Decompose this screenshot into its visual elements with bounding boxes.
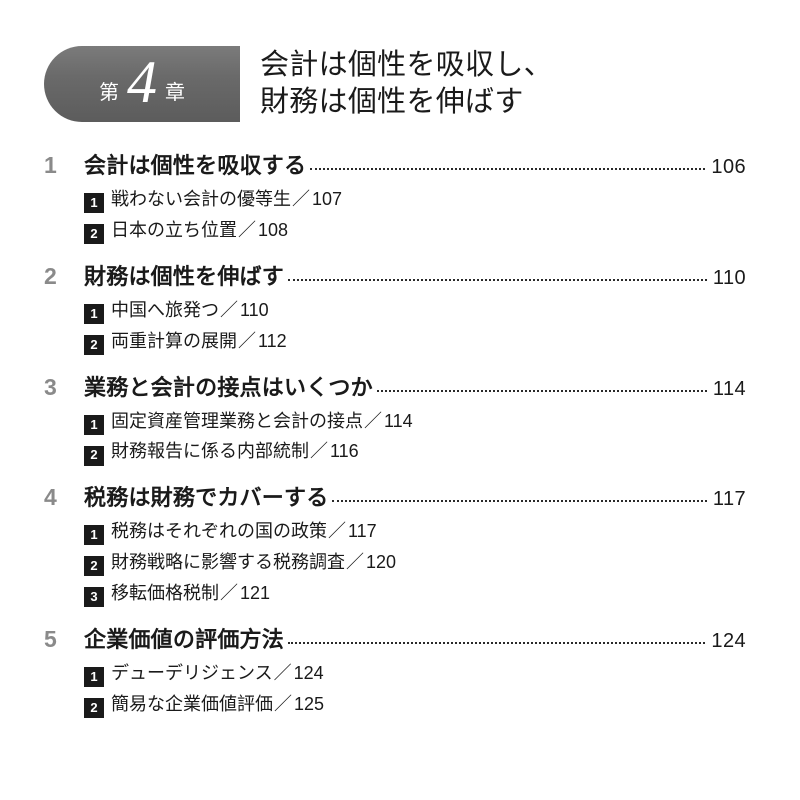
section-number: 2: [44, 263, 84, 290]
subsection-title: 両重計算の展開: [111, 328, 237, 356]
chapter-title-line2: 財務は個性を伸ばす: [260, 86, 524, 118]
section-number: 5: [44, 626, 84, 653]
subsection-separator: ／: [292, 186, 310, 214]
subsection-number-badge: 3: [84, 587, 104, 607]
subsection-row: 2 財務報告に係る内部統制／116: [84, 438, 746, 466]
subsection-row: 2 両重計算の展開／112: [84, 328, 746, 356]
subsection-number-badge: 2: [84, 698, 104, 718]
subsection-page: 112: [258, 328, 287, 356]
subsection-page: 116: [330, 438, 359, 466]
section-page: 110: [713, 267, 746, 290]
leader-dots: [332, 500, 706, 502]
toc-section-row: 4税務は財務でカバーする 117: [44, 480, 746, 512]
subsection-row: 2 簡易な企業価値評価／125: [84, 691, 746, 719]
subsection-title: 簡易な企業価値評価: [111, 691, 273, 719]
subsection-page: 125: [294, 691, 324, 719]
subsection-row: 1 固定資産管理業務と会計の接点／114: [84, 408, 746, 436]
subsection-row: 1 税務はそれぞれの国の政策／117: [84, 518, 746, 546]
section-page: 114: [713, 378, 746, 401]
chapter-suffix: 章: [165, 76, 185, 105]
subsection-row: 2 財務戦略に影響する税務調査／120: [84, 549, 746, 577]
subsection-separator: ／: [238, 328, 256, 356]
section-page: 117: [713, 488, 746, 511]
toc-section-row: 5企業価値の評価方法 124: [44, 622, 746, 654]
subsection-page: 108: [258, 217, 288, 245]
section-number: 4: [44, 484, 84, 511]
subsection-separator: ／: [310, 438, 328, 466]
subsection-separator: ／: [274, 660, 292, 688]
subsection-number-badge: 2: [84, 335, 104, 355]
subsection-page: 124: [294, 660, 324, 688]
subsection-row: 1 デューデリジェンス／124: [84, 660, 746, 688]
subsection-list: 1 デューデリジェンス／124 2 簡易な企業価値評価／125: [44, 660, 746, 719]
chapter-title: 会計は個性を吸収し、 財務は個性を伸ばす: [260, 47, 553, 121]
section-title: 税務は財務でカバーする: [84, 480, 328, 512]
leader-dots: [288, 642, 705, 644]
toc-section: 2財務は個性を伸ばす1101中国へ旅発つ／1102両重計算の展開／112: [44, 259, 746, 356]
subsection-page: 107: [312, 186, 342, 214]
subsection-title: 日本の立ち位置: [111, 217, 237, 245]
subsection-title: 中国へ旅発つ: [111, 297, 219, 325]
subsection-number-badge: 2: [84, 556, 104, 576]
subsection-title: 財務報告に係る内部統制: [111, 438, 309, 466]
toc-section: 5企業価値の評価方法1241デューデリジェンス／1242簡易な企業価値評価／12…: [44, 622, 746, 719]
subsection-separator: ／: [238, 217, 256, 245]
subsection-list: 1戦わない会計の優等生／1072日本の立ち位置／108: [44, 186, 746, 245]
subsection-number-badge: 1: [84, 415, 104, 435]
subsection-title: 税務はそれぞれの国の政策: [111, 518, 327, 546]
toc-sections: 1会計は個性を吸収する1061戦わない会計の優等生／1072日本の立ち位置／10…: [44, 148, 746, 719]
subsection-separator: ／: [364, 408, 382, 436]
subsection-number-badge: 1: [84, 667, 104, 687]
subsection-title: 戦わない会計の優等生: [111, 186, 291, 214]
subsection-separator: ／: [274, 691, 292, 719]
chapter-badge: 第 4 章: [44, 46, 240, 122]
chapter-title-line1: 会計は個性を吸収し、: [260, 49, 553, 81]
subsection-title: デューデリジェンス: [111, 660, 273, 688]
subsection-title: 移転価格税制: [111, 580, 219, 608]
section-title: 業務と会計の接点はいくつか: [84, 370, 373, 402]
subsection-page: 114: [384, 408, 413, 436]
subsection-row: 3 移転価格税制／121: [84, 580, 746, 608]
subsection-page: 120: [366, 549, 396, 577]
subsection-list: 1税務はそれぞれの国の政策／1172財務戦略に影響する税務調査／1203移転価格…: [44, 518, 746, 608]
subsection-page: 121: [240, 580, 270, 608]
subsection-separator: ／: [328, 518, 346, 546]
subsection-separator: ／: [220, 297, 238, 325]
leader-dots: [288, 279, 707, 281]
section-number: 1: [44, 152, 84, 179]
section-title: 会計は個性を吸収する: [84, 148, 306, 180]
leader-dots: [310, 168, 705, 170]
subsection-list: 1中国へ旅発つ／1102両重計算の展開／112: [44, 297, 746, 356]
section-title: 企業価値の評価方法: [84, 622, 284, 654]
subsection-row: 2 日本の立ち位置／108: [84, 217, 746, 245]
section-page: 106: [711, 156, 746, 179]
subsection-number-badge: 1: [84, 525, 104, 545]
subsection-number-badge: 1: [84, 304, 104, 324]
subsection-number-badge: 1: [84, 193, 104, 213]
toc-section: 4税務は財務でカバーする1171税務はそれぞれの国の政策／1172財務戦略に影響…: [44, 480, 746, 608]
subsection-number-badge: 2: [84, 446, 104, 466]
chapter-prefix: 第: [99, 76, 119, 105]
subsection-number-badge: 2: [84, 224, 104, 244]
chapter-header: 第 4 章 会計は個性を吸収し、 財務は個性を伸ばす: [44, 46, 746, 122]
subsection-row: 1 中国へ旅発つ／110: [84, 297, 746, 325]
section-number: 3: [44, 374, 84, 401]
subsection-page: 117: [348, 518, 377, 546]
toc-section: 3業務と会計の接点はいくつか1141固定資産管理業務と会計の接点／1142財務報…: [44, 370, 746, 467]
chapter-number: 4: [127, 52, 157, 112]
subsection-title: 財務戦略に影響する税務調査: [111, 549, 345, 577]
leader-dots: [377, 390, 707, 392]
subsection-list: 1固定資産管理業務と会計の接点／1142財務報告に係る内部統制／116: [44, 408, 746, 467]
subsection-row: 1 戦わない会計の優等生／107: [84, 186, 746, 214]
subsection-title: 固定資産管理業務と会計の接点: [111, 408, 363, 436]
toc-section-row: 3業務と会計の接点はいくつか 114: [44, 370, 746, 402]
subsection-page: 110: [240, 297, 269, 325]
subsection-separator: ／: [220, 580, 238, 608]
section-title: 財務は個性を伸ばす: [84, 259, 284, 291]
toc-section-row: 2財務は個性を伸ばす 110: [44, 259, 746, 291]
subsection-separator: ／: [346, 549, 364, 577]
section-page: 124: [711, 630, 746, 653]
toc-section: 1会計は個性を吸収する1061戦わない会計の優等生／1072日本の立ち位置／10…: [44, 148, 746, 245]
toc-section-row: 1会計は個性を吸収する 106: [44, 148, 746, 180]
